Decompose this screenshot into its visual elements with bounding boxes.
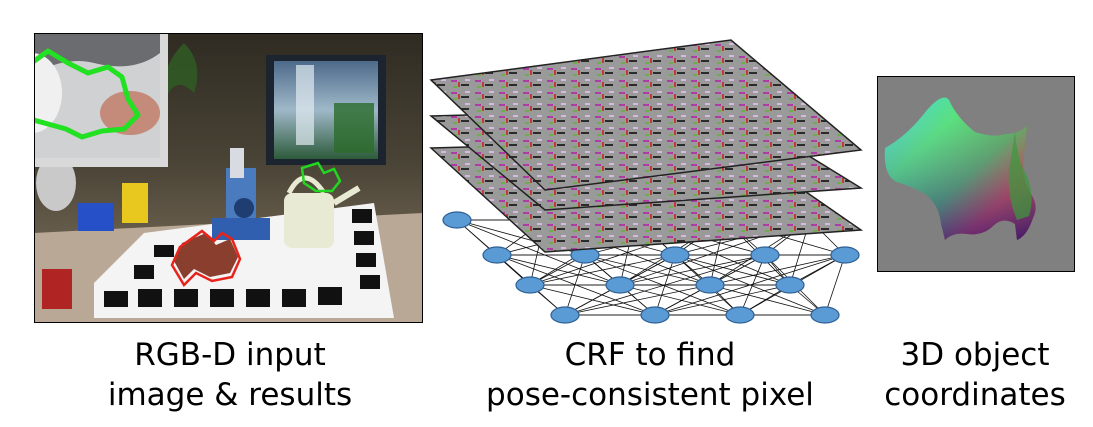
- crf-edge: [709, 284, 826, 316]
- red-pose-contour: [170, 229, 242, 288]
- crf-edge: [564, 284, 711, 316]
- crf-node: [810, 306, 840, 324]
- crf-edge: [456, 219, 621, 286]
- rgbd-input-image: [34, 33, 423, 323]
- caption-line: CRF to find: [564, 337, 736, 373]
- watering-can: [284, 193, 334, 248]
- crf-edge: [824, 254, 846, 316]
- crf-node: [442, 211, 472, 229]
- caption-line: 3D object: [900, 337, 1050, 373]
- crf-node: [605, 276, 635, 294]
- crf-node: [515, 276, 545, 294]
- crf-edge: [654, 284, 791, 316]
- caption-crf: CRF to find pose-consistent pixel: [470, 335, 830, 415]
- object-coordinates-image: [877, 76, 1075, 272]
- crf-node: [550, 306, 580, 324]
- caption-line: RGB-D input: [134, 337, 326, 373]
- crf-node: [482, 246, 512, 264]
- caption-rgbd: RGB-D input image & results: [70, 335, 390, 415]
- crf-node: [775, 276, 805, 294]
- crf-diagram: [425, 30, 870, 330]
- caption-line: pose-consistent pixel: [486, 377, 814, 413]
- crf-node: [725, 306, 755, 324]
- green-pose-contour-scene: [300, 161, 342, 193]
- crf-layer-1: [429, 39, 863, 191]
- crf-edge: [496, 254, 621, 286]
- crf-edge: [529, 254, 676, 286]
- crf-edge: [709, 254, 846, 286]
- crf-node: [640, 306, 670, 324]
- crf-edge: [619, 254, 766, 286]
- crf-edge: [619, 284, 741, 316]
- caption-line: coordinates: [884, 377, 1066, 413]
- caption-coords: 3D object coordinates: [865, 335, 1085, 415]
- crf-node: [695, 276, 725, 294]
- caption-line: image & results: [107, 377, 353, 413]
- zoom-inset: [34, 33, 168, 167]
- yellow-cup: [122, 183, 148, 223]
- green-pose-contour-inset: [34, 48, 141, 140]
- crf-edge: [674, 254, 791, 286]
- crf-node: [660, 246, 690, 264]
- crf-node: [750, 246, 780, 264]
- crf-node: [830, 246, 860, 264]
